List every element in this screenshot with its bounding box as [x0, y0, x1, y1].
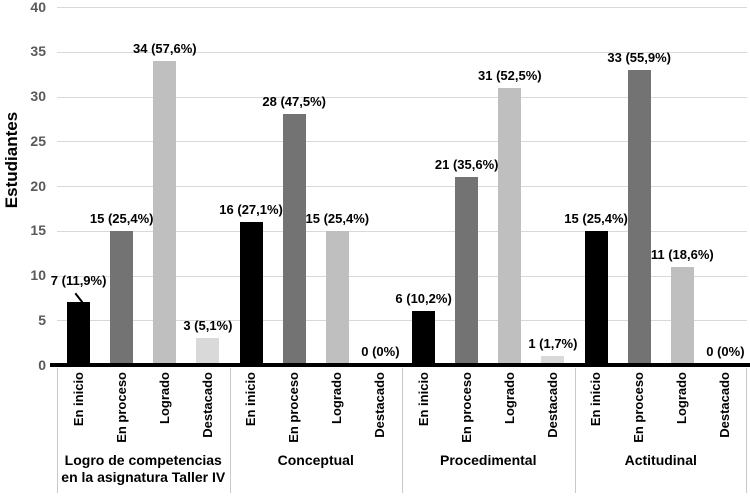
gridline [57, 186, 747, 187]
group-label-line: en la asignatura Taller IV [61, 469, 226, 485]
category-label: En proceso [630, 372, 648, 443]
y-tick-label: 5 [38, 311, 46, 328]
category-label: Logrado [328, 372, 346, 424]
category-label-text: Destacado [372, 372, 388, 438]
bar-value-label: 15 (25,4%) [89, 210, 154, 226]
category-label: Destacado [716, 372, 734, 438]
category-label: Logrado [501, 372, 519, 424]
category-label-text: En proceso [286, 372, 302, 443]
category-label: En inicio [415, 372, 433, 426]
category-label: En inicio [70, 372, 88, 426]
y-tick-label: 15 [30, 222, 46, 239]
y-tick-label: 40 [30, 0, 46, 15]
gridline [57, 51, 747, 53]
y-tick-label: 35 [30, 43, 46, 60]
bar-logrado [670, 266, 694, 365]
group-separator [574, 368, 576, 493]
bar-value-label: 1 (1,7%) [528, 336, 578, 352]
gridline [57, 275, 747, 277]
category-label-text: En inicio [70, 372, 86, 427]
bar-value-label: 34 (57,6%) [133, 40, 197, 56]
category-label-text: Destacado [544, 372, 560, 438]
category-label: En inicio [587, 372, 605, 426]
category-label-text: En proceso [631, 372, 647, 443]
category-label: En proceso [285, 372, 303, 443]
category-label-text: En inicio [243, 372, 259, 427]
gridline [57, 141, 747, 143]
group-label-line: Conceptual [277, 452, 354, 468]
bar-logrado [498, 87, 522, 365]
category-label: En proceso [458, 372, 476, 443]
bar-destacado [196, 338, 220, 365]
group-label-line: Actitudinal [624, 452, 697, 468]
gridline [57, 230, 747, 232]
group-separator [746, 368, 747, 493]
category-label-text: Logrado [674, 372, 690, 424]
bar-value-label: 28 (47,5%) [262, 94, 326, 110]
category-label-text: Logrado [501, 372, 517, 424]
category-label-text: En proceso [113, 372, 129, 443]
bar-value-label: 0 (0%) [361, 344, 400, 359]
bar-logrado [325, 230, 349, 365]
bar-destacado [541, 356, 565, 365]
bar-en-proceso [627, 69, 651, 365]
category-label-text: En inicio [415, 372, 431, 427]
group-separator [229, 368, 231, 493]
bar-value-label: 21 (35,6%) [434, 157, 499, 173]
group-separator [402, 368, 403, 493]
bar-value-label: 6 (10,2%) [395, 291, 452, 307]
bar-en-proceso [110, 230, 134, 365]
group-label: Procedimental [402, 452, 575, 469]
category-label: Destacado [371, 372, 389, 438]
category-label: Destacado [199, 372, 217, 438]
bar-en-proceso [282, 114, 306, 365]
group-label-line: Logro de competencias [64, 452, 222, 468]
category-label-text: Destacado [717, 372, 733, 438]
category-label-text: En proceso [458, 372, 474, 443]
plot-area: 7 (11,9%) 15 (25,4%) 34 (57,6%) 3 (5,1%) 16 … [51, 7, 747, 365]
gridline [57, 96, 747, 98]
category-label-text: En inicio [588, 372, 604, 427]
bar-logrado [153, 60, 177, 365]
bar-value-label: 7 (11,9%) [50, 273, 107, 289]
bar-value-label: 33 (55,9%) [607, 49, 671, 65]
y-tick-label: 0 [38, 356, 46, 373]
gridline [57, 7, 747, 8]
category-label: Logrado [156, 372, 174, 424]
category-label-text: Logrado [156, 372, 172, 424]
bar-value-label: 16 (27,1%) [219, 201, 283, 217]
y-tick-label: 10 [30, 267, 46, 283]
bar-value-label: 3 (5,1%) [183, 318, 233, 334]
category-label: Destacado [544, 372, 562, 438]
x-axis-line [50, 363, 750, 367]
bar-value-label: 11 (18,6%) [650, 246, 714, 262]
y-tick-label: 25 [30, 132, 46, 149]
bar-en-inicio [67, 302, 91, 365]
bar-en-inicio [239, 221, 263, 365]
y-tick-label: 30 [30, 88, 46, 104]
y-axis-title: Estudiantes [2, 111, 21, 209]
bar-value-label: 15 (25,4%) [564, 210, 628, 226]
category-label-text: Logrado [329, 372, 345, 424]
bar-value-label: 15 (25,4%) [305, 210, 370, 226]
gridline [57, 320, 747, 322]
group-separator [57, 368, 58, 493]
bar-en-inicio [584, 230, 608, 365]
category-label: En inicio [242, 372, 260, 426]
bar-value-label: 31 (52,5%) [478, 67, 542, 83]
bar-value-label: 0 (0%) [706, 344, 745, 359]
category-label-text: Destacado [199, 372, 215, 438]
group-label: Actitudinal [575, 452, 748, 469]
category-label: En proceso [113, 372, 131, 443]
group-label: Logro de competencias en la asignatura Ta… [57, 452, 230, 486]
group-label: Conceptual [230, 452, 403, 469]
group-label-line: Procedimental [440, 452, 537, 468]
category-label: Logrado [673, 372, 691, 424]
bar-en-inicio [412, 311, 436, 365]
bar-en-proceso [455, 177, 479, 365]
y-tick-label: 20 [30, 177, 46, 194]
